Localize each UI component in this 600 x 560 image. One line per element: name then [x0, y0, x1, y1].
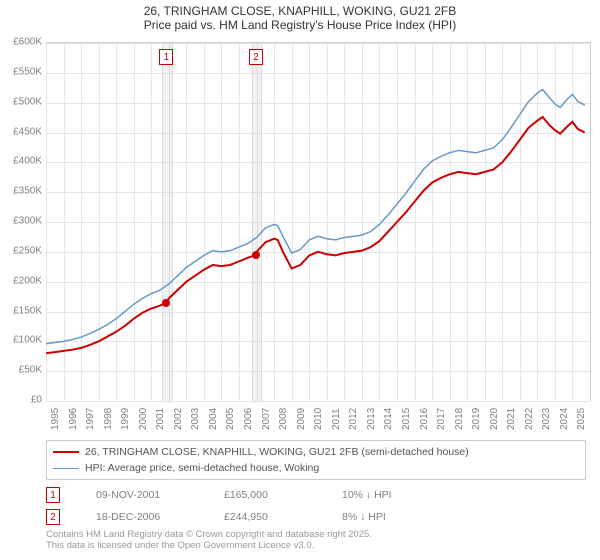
legend-row-hpi: HPI: Average price, semi-detached house,… — [53, 460, 579, 476]
marker-row-2: 2 18-DEC-2006 £244,950 8% ↓ HPI — [46, 506, 586, 528]
x-tick-label: 2016 — [419, 408, 430, 430]
x-tick-label: 2013 — [366, 408, 377, 430]
title-line1: 26, TRINGHAM CLOSE, KNAPHILL, WOKING, GU… — [0, 4, 600, 18]
y-tick-label: £600K — [13, 37, 42, 48]
title-line2: Price paid vs. HM Land Registry's House … — [0, 18, 600, 32]
x-tick-label: 2008 — [278, 408, 289, 430]
y-tick-label: £0 — [31, 395, 42, 406]
y-tick-label: £250K — [13, 245, 42, 256]
marker-row-1: 1 09-NOV-2001 £165,000 10% ↓ HPI — [46, 484, 586, 506]
marker-num-2: 2 — [46, 509, 60, 525]
x-tick-label: 2019 — [471, 408, 482, 430]
x-axis: 1995 1996 1997 1998 1999 2000 2001 2002 2003 2004… — [46, 400, 590, 440]
legend-swatch-hpi — [53, 468, 79, 469]
marker-hpi-1: 10% ↓ HPI — [342, 489, 462, 501]
x-tick-label: 2010 — [313, 408, 324, 430]
y-tick-label: £100K — [13, 335, 42, 346]
marker-price-2: £244,950 — [224, 511, 324, 523]
x-tick-label: 2007 — [261, 408, 272, 430]
marker-num-1: 1 — [46, 487, 60, 503]
y-tick-label: £450K — [13, 126, 42, 137]
x-tick-label: 2022 — [524, 408, 535, 430]
x-tick-label: 2005 — [225, 408, 236, 430]
x-tick-label: 2002 — [173, 408, 184, 430]
marker-price-1: £165,000 — [224, 489, 324, 501]
markers-table: 1 09-NOV-2001 £165,000 10% ↓ HPI 2 18-DE… — [46, 484, 586, 528]
x-tick-label: 1996 — [68, 408, 79, 430]
marker-hpi-2: 8% ↓ HPI — [342, 511, 462, 523]
y-tick-label: £400K — [13, 156, 42, 167]
y-tick-label: £300K — [13, 216, 42, 227]
x-tick-label: 1997 — [85, 408, 96, 430]
sale-dot — [162, 299, 170, 307]
series-hpi — [46, 90, 585, 344]
footer: Contains HM Land Registry data © Crown c… — [46, 530, 586, 552]
x-tick-label: 2015 — [401, 408, 412, 430]
legend-label-hpi: HPI: Average price, semi-detached house,… — [85, 462, 319, 474]
x-tick-label: 2021 — [506, 408, 517, 430]
band-marker-1: 1 — [159, 49, 173, 65]
legend: 26, TRINGHAM CLOSE, KNAPHILL, WOKING, GU… — [46, 440, 586, 480]
plot-area: 12 — [46, 42, 591, 401]
marker-date-1: 09-NOV-2001 — [78, 489, 206, 501]
y-tick-label: £350K — [13, 186, 42, 197]
y-tick-label: £500K — [13, 96, 42, 107]
x-tick-label: 2014 — [383, 408, 394, 430]
band-marker-2: 2 — [249, 49, 263, 65]
y-tick-label: £200K — [13, 275, 42, 286]
sale-dot — [252, 251, 260, 259]
x-tick-label: 1995 — [50, 408, 61, 430]
marker-date-2: 18-DEC-2006 — [78, 511, 206, 523]
x-tick-label: 2001 — [155, 408, 166, 430]
x-tick-label: 1998 — [103, 408, 114, 430]
chart-container: 26, TRINGHAM CLOSE, KNAPHILL, WOKING, GU… — [0, 0, 600, 560]
y-tick-label: £50K — [19, 365, 42, 376]
legend-swatch-property — [53, 451, 79, 453]
line-chart — [46, 43, 590, 401]
x-tick-label: 2020 — [489, 408, 500, 430]
x-tick-label: 2011 — [331, 408, 342, 430]
x-tick-label: 2012 — [348, 408, 359, 430]
y-axis: £0£50K£100K£150K£200K£250K£300K£350K£400… — [0, 42, 44, 400]
legend-label-property: 26, TRINGHAM CLOSE, KNAPHILL, WOKING, GU… — [85, 446, 469, 458]
legend-row-property: 26, TRINGHAM CLOSE, KNAPHILL, WOKING, GU… — [53, 444, 579, 460]
x-tick-label: 2024 — [559, 408, 570, 430]
x-tick-label: 2023 — [541, 408, 552, 430]
x-tick-label: 2004 — [208, 408, 219, 430]
x-tick-label: 2003 — [190, 408, 201, 430]
x-tick-label: 2006 — [243, 408, 254, 430]
x-tick-label: 1999 — [120, 408, 131, 430]
y-tick-label: £150K — [13, 305, 42, 316]
x-tick-label: 2009 — [296, 408, 307, 430]
x-tick-label: 2018 — [454, 408, 465, 430]
x-tick-label: 2017 — [436, 408, 447, 430]
title-block: 26, TRINGHAM CLOSE, KNAPHILL, WOKING, GU… — [0, 0, 600, 32]
y-tick-label: £550K — [13, 66, 42, 77]
series-property — [46, 117, 585, 353]
x-tick-label: 2000 — [138, 408, 149, 430]
x-tick-label: 2025 — [576, 408, 587, 430]
footer-line2: This data is licensed under the Open Gov… — [46, 541, 586, 552]
